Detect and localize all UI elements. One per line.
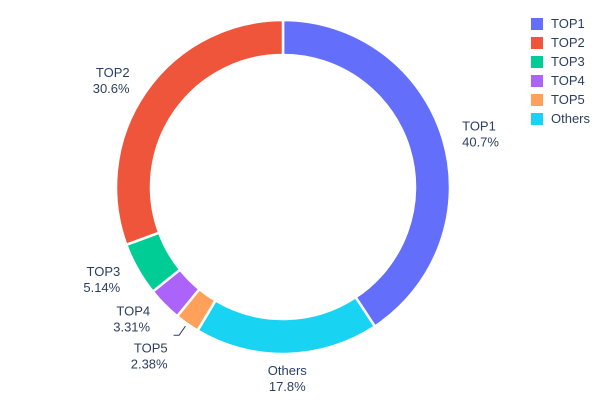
legend-swatch-top2 xyxy=(531,36,543,49)
label-leader-line xyxy=(173,325,186,336)
legend-swatch-others xyxy=(531,112,543,125)
slice-label-top4: TOP4 3.31% xyxy=(113,304,150,335)
slice-label-others: Others 17.8% xyxy=(268,363,308,394)
legend-item-top5[interactable]: TOP5 xyxy=(531,93,590,106)
legend-item-others[interactable]: Others xyxy=(531,112,590,125)
legend-item-top3[interactable]: TOP3 xyxy=(531,55,590,68)
slice-label-top2: TOP2 30.6% xyxy=(93,65,130,96)
legend-label: TOP1 xyxy=(551,16,585,31)
legend-label: TOP3 xyxy=(551,54,585,69)
slice-top1[interactable] xyxy=(281,18,452,328)
legend-swatch-top4 xyxy=(531,74,543,87)
legend-label: TOP4 xyxy=(551,73,585,88)
slice-label-top1: TOP1 40.7% xyxy=(462,118,499,149)
legend-swatch-top5 xyxy=(531,93,543,106)
legend-label: TOP2 xyxy=(551,35,585,50)
slice-label-top5: TOP5 2.38% xyxy=(131,341,168,372)
legend-label: Others xyxy=(551,111,591,126)
legend-item-top4[interactable]: TOP4 xyxy=(531,74,590,87)
slice-top2[interactable] xyxy=(114,18,285,247)
legend-swatch-top1 xyxy=(531,17,543,30)
chart-legend: TOP1 TOP2 TOP3 TOP4 TOP5 Others xyxy=(531,17,590,125)
slice-label-top3: TOP3 5.14% xyxy=(83,264,120,295)
legend-item-top2[interactable]: TOP2 xyxy=(531,36,590,49)
legend-item-top1[interactable]: TOP1 xyxy=(531,17,590,30)
slice-others[interactable] xyxy=(196,295,377,356)
legend-swatch-top3 xyxy=(531,55,543,68)
legend-label: TOP5 xyxy=(551,92,585,107)
